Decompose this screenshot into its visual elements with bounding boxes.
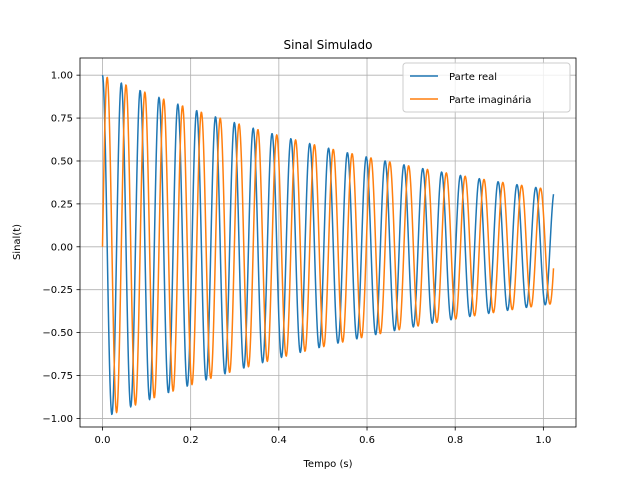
y-tick-label: 0.75 xyxy=(51,114,73,125)
x-tick-label: 0.0 xyxy=(95,435,111,446)
x-tick-label: 0.2 xyxy=(183,435,199,446)
y-tick-label: 0.00 xyxy=(51,242,73,253)
legend: Parte real Parte imaginária xyxy=(402,62,571,113)
legend-label-real: Parte real xyxy=(449,72,497,83)
x-tick-label: 0.6 xyxy=(359,435,375,446)
y-axis-label: Sinal(t) xyxy=(12,224,23,260)
series-line-1 xyxy=(101,76,555,414)
y-tick-label: 0.25 xyxy=(51,199,73,210)
y-axis: −1.00 −0.75 −0.50 −0.25 0.00 0.25 0.50 0.75 1.00 xyxy=(42,71,80,425)
x-axis-label: Tempo (s) xyxy=(303,459,353,470)
series-line-0 xyxy=(101,75,555,416)
y-tick-label: −0.50 xyxy=(42,328,73,339)
legend-box xyxy=(402,62,571,113)
plot-frame xyxy=(79,57,577,428)
chart-title: Sinal Simulado xyxy=(284,38,373,52)
x-tick-label: 0.8 xyxy=(447,435,463,446)
x-axis: 0.0 0.2 0.4 0.6 0.8 1.0 xyxy=(95,427,551,446)
y-tick-label: 1.00 xyxy=(51,71,73,82)
legend-label-imaginary: Parte imaginária xyxy=(449,94,531,106)
y-tick-label: −1.00 xyxy=(42,414,73,425)
y-tick-label: 0.50 xyxy=(51,156,73,167)
plot-series xyxy=(101,75,555,416)
x-tick-label: 1.0 xyxy=(535,435,551,446)
x-tick-label: 0.4 xyxy=(271,435,287,446)
y-tick-label: −0.25 xyxy=(42,285,73,296)
y-tick-label: −0.75 xyxy=(42,371,73,382)
